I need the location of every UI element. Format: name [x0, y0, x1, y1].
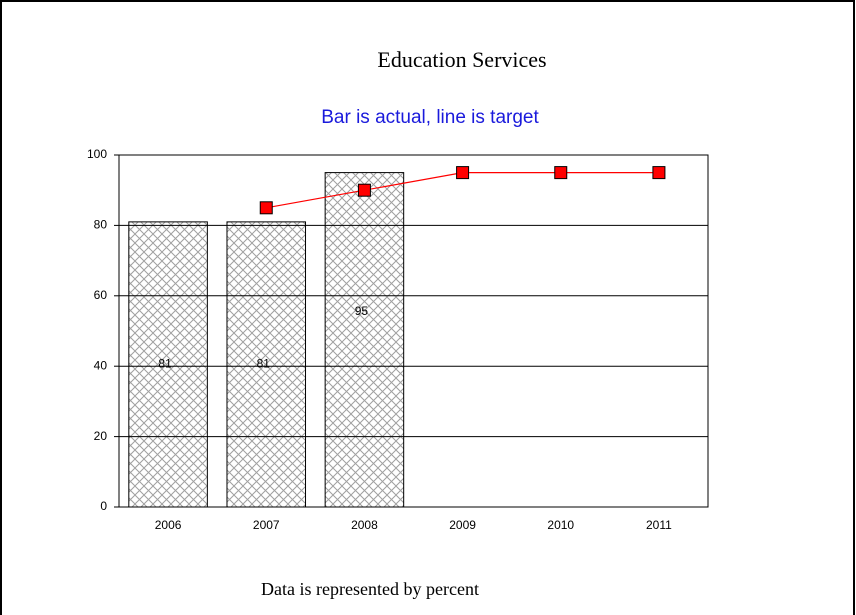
x-tick-label: 2006: [155, 518, 182, 532]
y-tick-label: 80: [94, 218, 108, 232]
y-tick-label: 0: [100, 499, 107, 513]
x-tick-label: 2008: [351, 518, 378, 532]
data-label: 95: [355, 304, 369, 318]
plot-border: [118, 154, 709, 508]
data-label: 81: [158, 357, 172, 371]
plot-area: [119, 155, 708, 507]
x-tick-label: 2011: [646, 518, 672, 532]
bar: [128, 221, 208, 508]
bar: [324, 172, 405, 508]
target-marker: [554, 166, 568, 180]
y-tick-label: 20: [94, 429, 108, 443]
y-tick-label: 40: [94, 358, 108, 372]
data-label: 81: [257, 357, 271, 371]
x-tick-label: 2010: [547, 518, 574, 532]
chart-title: Education Services: [377, 47, 546, 72]
y-tick-label: 60: [94, 288, 108, 302]
footnote: Data is represented by percent: [261, 579, 479, 599]
x-tick-label: 2009: [449, 518, 476, 532]
target-marker: [652, 166, 666, 180]
x-tick-label: 2007: [253, 518, 280, 532]
chart-subtitle: Bar is actual, line is target: [321, 107, 539, 128]
target-marker: [357, 183, 371, 197]
target-marker: [259, 201, 273, 215]
y-tick-label: 100: [87, 147, 107, 161]
target-marker: [456, 166, 470, 180]
